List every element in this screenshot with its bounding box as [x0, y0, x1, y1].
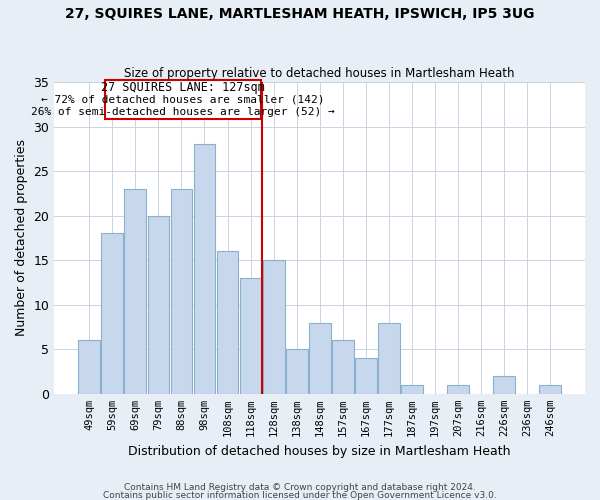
Bar — [539, 385, 561, 394]
Bar — [124, 189, 146, 394]
Y-axis label: Number of detached properties: Number of detached properties — [15, 140, 28, 336]
Text: 26% of semi-detached houses are larger (52) →: 26% of semi-detached houses are larger (… — [31, 108, 335, 118]
Bar — [263, 260, 284, 394]
X-axis label: Distribution of detached houses by size in Martlesham Heath: Distribution of detached houses by size … — [128, 444, 511, 458]
Text: 27, SQUIRES LANE, MARTLESHAM HEATH, IPSWICH, IP5 3UG: 27, SQUIRES LANE, MARTLESHAM HEATH, IPSW… — [65, 8, 535, 22]
Text: 27 SQUIRES LANE: 127sqm: 27 SQUIRES LANE: 127sqm — [101, 81, 265, 94]
Text: Contains HM Land Registry data © Crown copyright and database right 2024.: Contains HM Land Registry data © Crown c… — [124, 483, 476, 492]
FancyBboxPatch shape — [106, 80, 261, 120]
Bar — [101, 234, 124, 394]
Bar — [332, 340, 353, 394]
Bar — [447, 385, 469, 394]
Bar — [378, 322, 400, 394]
Bar — [286, 350, 308, 394]
Text: Contains public sector information licensed under the Open Government Licence v3: Contains public sector information licen… — [103, 490, 497, 500]
Bar — [239, 278, 262, 394]
Bar — [170, 189, 193, 394]
Bar — [217, 252, 238, 394]
Bar — [355, 358, 377, 394]
Text: ← 72% of detached houses are smaller (142): ← 72% of detached houses are smaller (14… — [41, 95, 325, 105]
Bar — [148, 216, 169, 394]
Bar — [309, 322, 331, 394]
Title: Size of property relative to detached houses in Martlesham Heath: Size of property relative to detached ho… — [124, 66, 515, 80]
Bar — [194, 144, 215, 394]
Bar — [493, 376, 515, 394]
Bar — [401, 385, 423, 394]
Bar — [79, 340, 100, 394]
